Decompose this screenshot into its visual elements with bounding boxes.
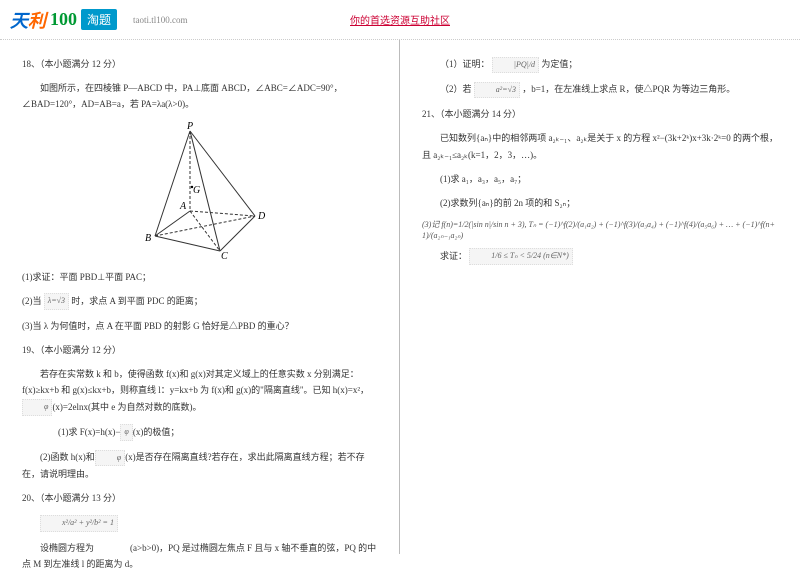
left-column: 18、（本小题满分 12 分） 如图所示，在四棱锥 P—ABCD 中，PA⊥底面… bbox=[0, 40, 400, 554]
q21-sub3b: 求证： 1/6 ≤ Tₙ < 5/24 (n∈N*) bbox=[422, 248, 778, 265]
pyramid-figure: P A B C D G bbox=[125, 121, 275, 261]
phi-icon-1: φ bbox=[22, 399, 52, 415]
q21-sub3-formula: (3)记 f(n)=1/2(|sin n|/sin n + 3), Tₙ = (… bbox=[422, 219, 778, 241]
tn-bound-formula: 1/6 ≤ Tₙ < 5/24 (n∈N*) bbox=[469, 248, 573, 264]
q19-body: 若存在实常数 k 和 b，使得函数 f(x)和 g(x)对其定义域上的任意实数 … bbox=[22, 366, 377, 416]
q18-2a: (2)当 bbox=[22, 296, 42, 306]
q18-sub2: (2)当 λ=√3 时，求点 A 到平面 PDC 的距离； bbox=[22, 293, 377, 310]
page-header: 天利 100 淘题 taoti.tl100.com 你的首选资源互助社区 bbox=[0, 0, 800, 40]
header-url: taoti.tl100.com bbox=[133, 15, 188, 25]
q20-head: 20、（本小题满分 13 分） bbox=[22, 490, 377, 506]
pq-d-formula: |PQ|/d bbox=[492, 57, 539, 73]
logo-100: 100 bbox=[50, 9, 77, 30]
label-g: G bbox=[193, 185, 200, 196]
q19-2a: (2)函数 h(x)和 bbox=[40, 452, 95, 462]
q19-head: 19、（本小题满分 12 分） bbox=[22, 342, 377, 358]
logo-tag: 淘题 bbox=[81, 9, 117, 30]
r1b: 为定值； bbox=[541, 59, 577, 69]
r-sub1: （1）证明： |PQ|/d 为定值； bbox=[422, 56, 778, 73]
r-sub2: （2）若 a²=√3 ，b=1，在左准线上求点 R，使△PQR 为等边三角形。 bbox=[422, 81, 778, 98]
q21-head: 21、（本小题满分 14 分） bbox=[422, 106, 778, 122]
q19-sub1: (1)求 F(x)=h(x)−φ(x)的极值； bbox=[22, 424, 377, 441]
q20-formula-line: x²/a² + y²/b² = 1 bbox=[22, 514, 377, 531]
q18-head: 18、（本小题满分 12 分） bbox=[22, 56, 377, 72]
q19-1b: (x)的极值； bbox=[133, 427, 180, 437]
header-slogan: 你的首选资源互助社区 bbox=[350, 12, 450, 27]
label-b: B bbox=[145, 233, 151, 244]
a2-formula: a²=√3 bbox=[474, 82, 520, 98]
right-column: （1）证明： |PQ|/d 为定值； （2）若 a²=√3 ，b=1，在左准线上… bbox=[400, 40, 800, 554]
q21-3b-text: 求证： bbox=[440, 251, 467, 261]
q18-2b: 时，求点 A 到平面 PDC 的距离； bbox=[71, 296, 203, 306]
r1a: （1）证明： bbox=[440, 59, 490, 69]
ellipse-formula: x²/a² + y²/b² = 1 bbox=[40, 515, 118, 531]
label-p: P bbox=[186, 121, 193, 132]
q19-body1: 若存在实常数 k 和 b，使得函数 f(x)和 g(x)对其定义域上的任意实数 … bbox=[22, 369, 369, 395]
q21-sub2: (2)求数列{aₙ}的前 2n 项的和 S₂ₙ； bbox=[422, 195, 778, 211]
logo-tian: 天 bbox=[10, 11, 28, 31]
logo: 天利 100 淘题 taoti.tl100.com bbox=[10, 7, 188, 33]
q18-body: 如图所示，在四棱锥 P—ABCD 中，PA⊥底面 ABCD，∠ABC=∠ADC=… bbox=[22, 80, 377, 112]
phi-icon-3: φ bbox=[95, 450, 125, 466]
q21-sub1: (1)求 a₁，a₃，a₅，a₇； bbox=[422, 171, 778, 187]
q19-body1b: (x)=2elnx(其中 e 为自然对数的底数)。 bbox=[52, 402, 201, 412]
page-body: 18、（本小题满分 12 分） 如图所示，在四棱锥 P—ABCD 中，PA⊥底面… bbox=[0, 40, 800, 554]
q19-sub2: (2)函数 h(x)和φ(x)是否存在隔离直线?若存在，求出此隔离直线方程；若不… bbox=[22, 449, 377, 482]
q19-1a: (1)求 F(x)=h(x)− bbox=[58, 427, 120, 437]
logo-li: 利 bbox=[28, 11, 46, 31]
q18-sub1: (1)求证：平面 PBD⊥平面 PAC； bbox=[22, 269, 377, 285]
q21-body: 已知数列{aₙ}中的相邻两项 a₂ₖ₋₁、a₂ₖ是关于 x 的方程 x²−(3k… bbox=[422, 130, 778, 162]
label-d: D bbox=[257, 211, 266, 222]
q20-body: 设椭圆方程为 (a>b>0)，PQ 是过椭圆左焦点 F 且与 x 轴不垂直的弦，… bbox=[22, 540, 377, 572]
label-a: A bbox=[179, 201, 187, 212]
formula-lambda: λ=√3 bbox=[44, 293, 69, 309]
r2a: （2）若 bbox=[440, 84, 472, 94]
label-c: C bbox=[221, 251, 228, 261]
q18-sub3: (3)当 λ 为何值时，点 A 在平面 PBD 的射影 G 恰好是△PBD 的重… bbox=[22, 318, 377, 334]
r2b: ，b=1，在左准线上求点 R，使△PQR 为等边三角形。 bbox=[522, 84, 735, 94]
phi-icon-2: φ bbox=[120, 424, 132, 440]
